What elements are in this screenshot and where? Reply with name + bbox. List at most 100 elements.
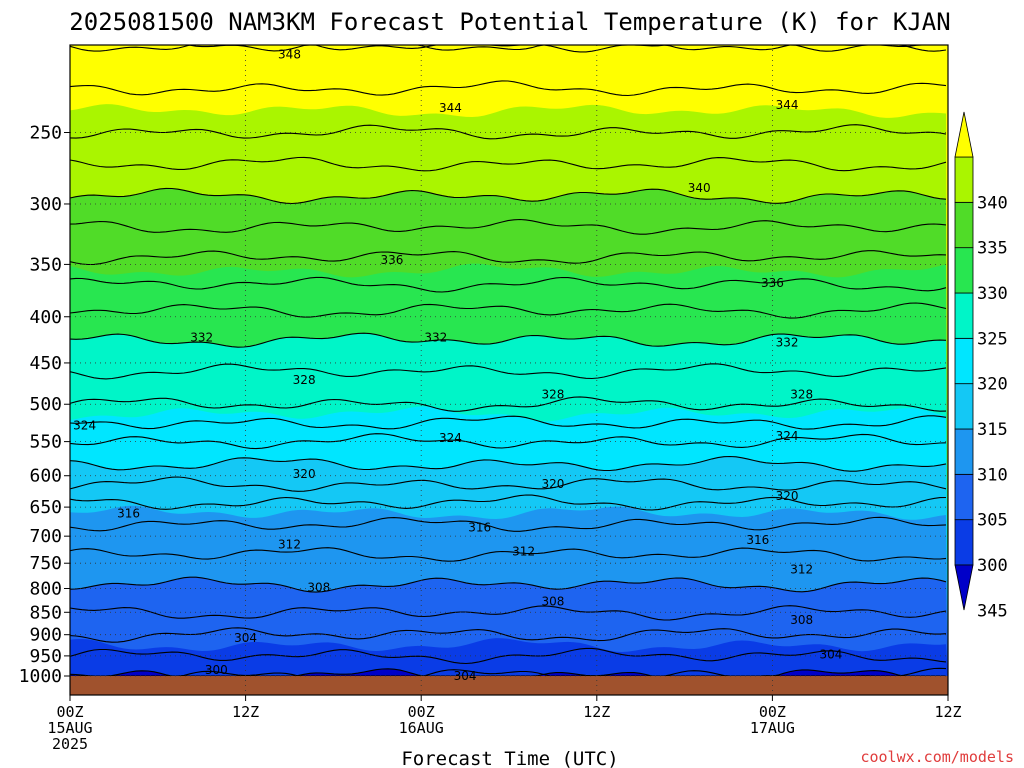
contour-label-group: 300 <box>205 663 228 677</box>
colorbar-box-335 <box>954 201 974 249</box>
contour-328 <box>69 363 947 380</box>
contour-label-group: 316 <box>117 507 140 521</box>
colorbar-label: 340 <box>977 193 1008 213</box>
contour-342 <box>69 156 947 172</box>
plot-frame <box>69 44 949 696</box>
x-tick-label: 12Z <box>583 703 610 721</box>
colorbar-label: 315 <box>977 420 1008 440</box>
contour-label-group: 328 <box>790 388 813 402</box>
contour-label: 340 <box>688 181 711 195</box>
contour-label: 312 <box>790 562 813 576</box>
contour-316 <box>69 494 947 511</box>
contour-label: 316 <box>746 533 769 547</box>
contour-320 <box>69 455 947 472</box>
contour-324 <box>69 415 947 430</box>
y-tick-label: 950 <box>29 646 62 667</box>
contour-label: 320 <box>293 467 316 481</box>
y-tick-label: 400 <box>29 307 62 328</box>
contour-label-group: 332 <box>190 331 213 345</box>
y-tick-label: 450 <box>29 353 62 374</box>
contour-312 <box>69 547 947 562</box>
y-tick-label: 500 <box>29 394 62 415</box>
contour-label-group: 316 <box>746 533 769 547</box>
colorbar-bottom-arrow <box>954 564 974 611</box>
contour-label: 332 <box>424 331 447 345</box>
contour-label: 332 <box>190 331 213 345</box>
y-tick-label: 1000 <box>19 666 62 687</box>
colorbar-box-325 <box>954 292 974 339</box>
colorbar-label: 335 <box>977 239 1008 259</box>
contour-label: 308 <box>307 581 330 595</box>
contour-label: 316 <box>117 507 140 521</box>
contour-338 <box>69 218 947 235</box>
contour-330 <box>69 332 947 348</box>
y-tick-label: 800 <box>29 579 62 600</box>
contour-label-group: 304 <box>234 631 257 645</box>
x-axis-title: Forecast Time (UTC) <box>401 748 618 768</box>
contour-label-group: 328 <box>293 373 316 387</box>
contour-label: 308 <box>541 595 564 609</box>
x-tick-label: 12Z <box>934 703 961 721</box>
contour-336 <box>69 250 947 266</box>
contour-304 <box>69 647 947 665</box>
contour-label-group: 336 <box>761 276 784 290</box>
contour-label-group: 348 <box>278 48 301 62</box>
contour-label: 332 <box>776 335 799 349</box>
y-tick-label: 550 <box>29 432 62 453</box>
colorbar-label: 320 <box>977 375 1008 395</box>
contour-label: 344 <box>776 98 799 112</box>
x-tick-label: 12Z <box>232 703 259 721</box>
contour-310 <box>69 576 947 593</box>
colorbar-box-300 <box>954 519 974 566</box>
x-tick-label: 2025 <box>52 735 88 753</box>
contour-label-group: 304 <box>454 669 477 683</box>
contour-label-group: 324 <box>776 429 799 443</box>
contour-label-group: 344 <box>439 101 462 115</box>
credit-text: coolwx.com/models <box>860 748 1014 766</box>
y-tick-label: 350 <box>29 254 62 275</box>
contour-label: 336 <box>761 276 784 290</box>
contour-label: 324 <box>776 429 799 443</box>
contour-label-group: 316 <box>468 521 491 535</box>
contour-318 <box>69 476 947 492</box>
y-tick-label: 900 <box>29 625 62 646</box>
contour-label-group: 308 <box>790 613 813 627</box>
colorbar-box-315 <box>954 383 974 430</box>
contour-label: 316 <box>468 521 491 535</box>
contour-326 <box>69 396 947 412</box>
contour-label-group: 340 <box>688 181 711 195</box>
contour-label-group: 320 <box>776 489 799 503</box>
contour-label: 308 <box>790 613 813 627</box>
colorbar-top-arrow <box>954 111 974 158</box>
theta-bands <box>70 45 948 677</box>
y-tick-label: 850 <box>29 602 62 623</box>
colorbar-label: 330 <box>977 284 1008 304</box>
y-tick-label: 300 <box>29 194 62 215</box>
contour-label-group: 320 <box>541 477 564 491</box>
colorbar-label: 300 <box>977 556 1008 576</box>
contour-314 <box>69 516 947 532</box>
contour-label: 312 <box>512 545 535 559</box>
colorbar-box-310 <box>954 428 974 475</box>
y-tick-label: 250 <box>29 122 62 143</box>
contour-label-group: 324 <box>439 431 462 445</box>
contour-label: 328 <box>790 388 813 402</box>
chart-title: 2025081500 NAM3KM Forecast Potential Tem… <box>69 8 950 36</box>
contour-label: 300 <box>205 663 228 677</box>
contour-label-group: 308 <box>307 581 330 595</box>
contour-label: 344 <box>439 101 462 115</box>
y-tick-label: 750 <box>29 553 62 574</box>
x-tick-label: 00Z <box>408 703 435 721</box>
contour-label: 324 <box>73 419 96 433</box>
contour-label-group: 312 <box>790 562 813 576</box>
colorbar-label: 305 <box>977 511 1008 531</box>
x-tick-label: 16AUG <box>399 719 444 737</box>
contour-label-group: 336 <box>380 253 403 267</box>
contour-308 <box>69 605 947 621</box>
colorbar-label: 325 <box>977 329 1008 349</box>
contour-334 <box>69 276 947 293</box>
contour-label: 312 <box>278 537 301 551</box>
contour-label: 304 <box>819 648 842 662</box>
